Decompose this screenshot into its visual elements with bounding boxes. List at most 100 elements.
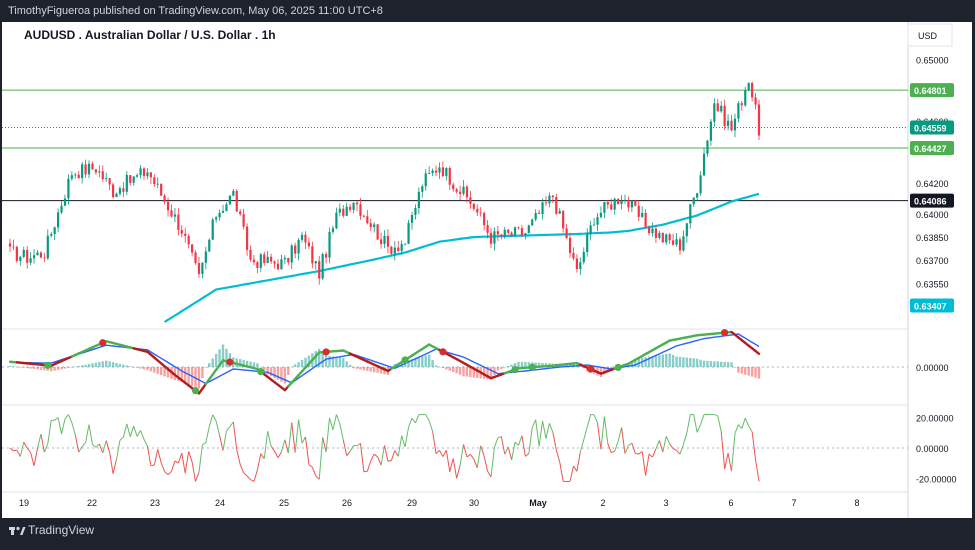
macd-histogram-bar — [146, 367, 148, 370]
candle-body — [277, 264, 279, 270]
macd-histogram-bar — [686, 358, 688, 367]
macd-cross-up-dot — [615, 364, 622, 371]
candle-body — [133, 177, 135, 183]
osc-line-segment — [24, 442, 27, 448]
macd-histogram-bar — [160, 367, 162, 375]
candle-body — [383, 236, 385, 244]
tradingview-logo-icon[interactable] — [8, 518, 26, 550]
candle-body — [194, 253, 196, 264]
candle-body — [325, 254, 327, 258]
osc-line-segment — [209, 415, 212, 427]
osc-line-segment — [446, 450, 449, 472]
osc-line-segment — [79, 446, 82, 452]
osc-line-segment — [539, 421, 542, 446]
osc-line-segment — [92, 444, 95, 447]
chart-area[interactable]: AUDUSD . Australian Dollar / U.S. Dollar… — [2, 22, 972, 518]
candle-body — [576, 258, 578, 269]
osc-line-segment — [409, 418, 412, 427]
candle-body — [167, 202, 169, 211]
candle-body — [102, 171, 104, 179]
macd-histogram-bar — [153, 367, 155, 373]
osc-line-segment — [598, 423, 601, 450]
osc-line-segment — [237, 450, 240, 465]
osc-line-segment — [625, 446, 628, 454]
macd-cross-up-dot — [44, 362, 51, 369]
candle-body — [380, 239, 382, 244]
macd-histogram-bar — [291, 367, 293, 368]
macd-pane: 0.00000 — [2, 329, 949, 394]
candle-body — [201, 263, 203, 274]
osc-line-segment — [86, 425, 89, 443]
candle-body — [442, 167, 444, 176]
macd-histogram-bar — [346, 361, 348, 367]
osc-tick-label: 20.00000 — [916, 414, 954, 424]
candle-body — [717, 103, 719, 111]
candle-body — [366, 216, 368, 223]
osc-line-segment — [223, 431, 226, 451]
candle-body — [287, 258, 289, 263]
candle-body — [456, 189, 458, 192]
candle-body — [579, 262, 581, 269]
osc-line-segment — [670, 444, 673, 449]
osc-line-segment — [154, 449, 157, 465]
osc-line-segment — [426, 415, 429, 421]
osc-line-segment — [271, 446, 274, 451]
candle-body — [675, 239, 677, 244]
macd-histogram-bar — [78, 366, 80, 367]
candle-body — [724, 106, 726, 126]
osc-line-segment — [168, 471, 171, 474]
osc-line-segment — [31, 452, 34, 465]
macd-histogram-bar — [253, 362, 255, 367]
candle-body — [679, 239, 681, 250]
candle-body — [696, 193, 698, 197]
candle-body — [428, 173, 430, 174]
osc-line-segment — [622, 427, 625, 453]
chart-svg[interactable]: AUDUSD . Australian Dollar / U.S. Dollar… — [2, 22, 972, 518]
candle-body — [401, 244, 403, 251]
osc-line-segment — [206, 427, 209, 443]
osc-line-segment — [319, 437, 322, 479]
candle-body — [157, 184, 159, 185]
macd-histogram-bar — [524, 362, 526, 367]
candle-body — [346, 207, 348, 216]
osc-line-segment — [347, 451, 350, 455]
candle-body — [54, 227, 56, 234]
osc-line-segment — [55, 418, 58, 421]
candle-body — [425, 173, 427, 186]
candle-body — [727, 121, 729, 126]
osc-tick-label: 0.00000 — [916, 444, 949, 454]
osc-line-segment — [518, 436, 521, 446]
candle-body — [600, 213, 602, 217]
macd-histogram-bar — [449, 367, 451, 371]
candle-body — [754, 97, 756, 104]
candle-body — [565, 228, 567, 238]
macd-histogram-bar — [693, 358, 695, 367]
candle-body — [517, 227, 519, 228]
candle-body — [84, 164, 86, 174]
osc-line-segment — [570, 466, 573, 481]
osc-line-segment — [41, 434, 44, 452]
candle-body — [703, 154, 705, 176]
osc-line-segment — [398, 436, 401, 457]
candle-body — [620, 201, 622, 204]
candle-body — [23, 250, 25, 257]
candle-body — [335, 213, 337, 229]
candle-body — [418, 192, 420, 208]
candle-body — [617, 199, 619, 204]
osc-line-segment — [89, 425, 92, 445]
candle-body — [170, 210, 172, 216]
osc-tick-label: -20.00000 — [916, 474, 957, 484]
candle-body — [119, 188, 121, 194]
candle-body — [215, 217, 217, 219]
candle-body — [12, 246, 14, 247]
osc-line-segment — [330, 418, 333, 430]
osc-line-segment — [340, 424, 343, 440]
macd-histogram-bar — [91, 363, 93, 367]
candle-body — [232, 191, 234, 196]
macd-cross-up-dot — [257, 368, 264, 375]
macd-histogram-bar — [644, 357, 646, 367]
macd-histogram-bar — [363, 367, 365, 370]
candle-body — [129, 175, 131, 183]
macd-histogram-bar — [730, 362, 732, 367]
